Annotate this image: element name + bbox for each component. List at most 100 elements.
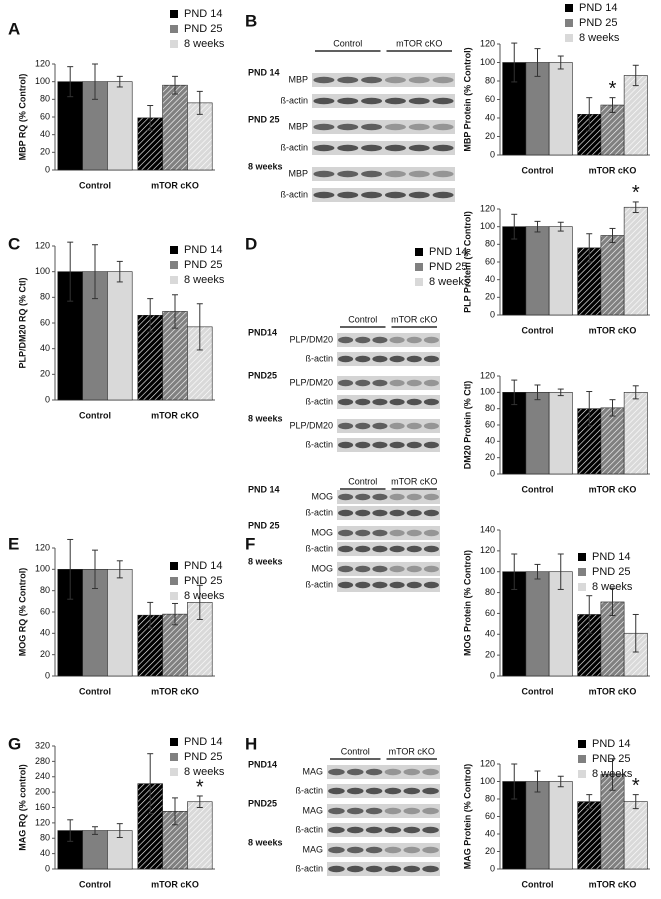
y-tick-label: 60 xyxy=(485,94,495,104)
blot-band xyxy=(361,97,383,105)
blot-band xyxy=(403,865,421,873)
y-tick-label: 60 xyxy=(40,111,50,121)
error-bar xyxy=(511,213,518,240)
y-tick-label: 0 xyxy=(45,863,50,873)
error-bar xyxy=(609,227,616,244)
legend-swatch xyxy=(565,34,573,42)
blot-band xyxy=(389,529,405,537)
legend-swatch xyxy=(565,4,573,12)
bar xyxy=(525,226,550,316)
blot-band xyxy=(338,379,354,387)
section-label: PND 14 xyxy=(248,484,280,494)
legend-swatch xyxy=(170,577,178,585)
blot-band xyxy=(389,422,405,430)
blot-strip xyxy=(312,188,455,202)
blot-band xyxy=(346,865,364,873)
blot-band xyxy=(406,565,422,573)
y-tick-label: 280 xyxy=(35,756,50,766)
blot-band xyxy=(408,97,430,105)
legend-swatch xyxy=(170,261,178,269)
y-tick-label: 60 xyxy=(485,608,495,618)
error-bar xyxy=(609,97,616,113)
group-label: mTOR cKO xyxy=(391,314,437,324)
blot-band xyxy=(423,529,439,537)
error-bar xyxy=(609,758,616,791)
y-tick-label: 0 xyxy=(45,164,50,174)
error-bar xyxy=(609,399,616,417)
y-tick-label: 140 xyxy=(480,524,495,534)
x-tick-label: Control xyxy=(79,686,111,696)
blot-band xyxy=(355,422,371,430)
blot-band xyxy=(313,191,335,199)
error-bar xyxy=(586,595,593,634)
blot-band xyxy=(328,846,345,854)
band-label: MOG xyxy=(312,563,334,573)
blot-band xyxy=(372,493,388,501)
blot-band xyxy=(338,545,354,553)
x-tick-label: Control xyxy=(79,879,111,889)
blot-band xyxy=(384,144,406,152)
y-axis-title: PLP Protein (% Control) xyxy=(462,211,472,313)
bar xyxy=(548,226,573,316)
band-label: ß-actin xyxy=(305,579,333,589)
error-bar xyxy=(511,379,518,406)
y-tick-label: 120 xyxy=(35,817,50,827)
error-bar xyxy=(196,584,203,620)
blot-strip xyxy=(312,141,455,155)
blot-band xyxy=(422,865,439,873)
band-label: PLP/DM20 xyxy=(289,420,333,430)
band-label: ß-actin xyxy=(295,785,323,795)
error-bar xyxy=(511,553,518,590)
error-bar xyxy=(147,105,154,131)
blot-band xyxy=(355,441,371,449)
y-tick-label: 100 xyxy=(35,564,50,574)
blot-band xyxy=(337,76,359,84)
legend-label: PND 25 xyxy=(184,23,223,35)
y-tick-label: 80 xyxy=(40,292,50,302)
legend-label: PND 14 xyxy=(592,738,631,750)
blot-band xyxy=(408,170,430,178)
blot-band xyxy=(432,76,454,84)
error-bar xyxy=(147,753,154,815)
error-bar xyxy=(92,63,98,100)
blot-band xyxy=(361,144,383,152)
y-tick-label: 60 xyxy=(485,811,495,821)
y-tick-label: 320 xyxy=(35,740,50,750)
legend-label: 8 weeks xyxy=(592,768,633,780)
legend-label: PND 25 xyxy=(184,259,223,271)
blot-band xyxy=(361,170,383,178)
blot-band xyxy=(389,565,405,573)
legend-label: PND 14 xyxy=(184,244,223,256)
legend-swatch xyxy=(578,553,586,561)
x-tick-label: mTOR cKO xyxy=(151,686,199,696)
y-tick-label: 0 xyxy=(490,309,495,319)
legend-label: 8 weeks xyxy=(184,274,225,286)
blot-band xyxy=(338,529,354,537)
blot-band xyxy=(403,807,421,815)
y-tick-label: 40 xyxy=(40,343,50,353)
blot-band xyxy=(372,355,388,363)
panel-letter: C xyxy=(8,234,20,253)
y-tick-label: 80 xyxy=(40,94,50,104)
bar xyxy=(600,407,625,475)
y-tick-label: 80 xyxy=(485,239,495,249)
y-tick-label: 60 xyxy=(485,419,495,429)
blot-strip xyxy=(337,333,440,347)
y-tick-label: 80 xyxy=(485,75,495,85)
section-label: PND 25 xyxy=(248,520,280,530)
section-label: 8 weeks xyxy=(248,413,283,423)
blot-band xyxy=(384,787,402,795)
y-tick-label: 20 xyxy=(485,292,495,302)
y-tick-label: 40 xyxy=(485,629,495,639)
bar xyxy=(548,62,573,156)
y-tick-label: 60 xyxy=(485,256,495,266)
blot-band xyxy=(338,565,354,573)
bar xyxy=(107,569,133,677)
blot-band xyxy=(406,398,422,406)
blot-band xyxy=(328,768,345,776)
y-tick-label: 200 xyxy=(35,787,50,797)
error-bar xyxy=(534,384,541,401)
x-tick-label: Control xyxy=(522,165,554,175)
blot-band xyxy=(365,768,383,776)
blot-band xyxy=(432,191,454,199)
